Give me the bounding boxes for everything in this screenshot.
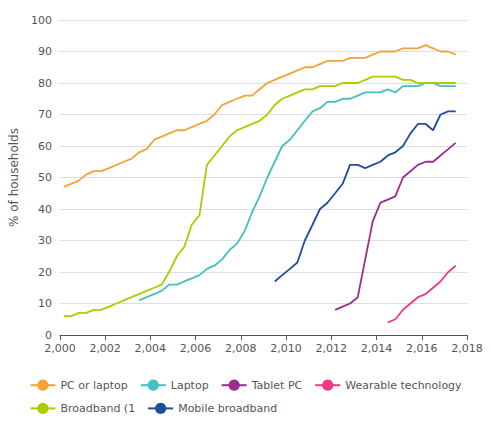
- svg-text:100: 100: [31, 14, 52, 27]
- svg-text:30: 30: [38, 234, 52, 247]
- svg-text:Tablet PC: Tablet PC: [251, 379, 303, 392]
- svg-text:90: 90: [38, 45, 52, 58]
- svg-text:PC or laptop: PC or laptop: [60, 379, 127, 392]
- svg-text:10: 10: [38, 297, 52, 310]
- svg-text:60: 60: [38, 140, 52, 153]
- svg-text:Laptop: Laptop: [171, 379, 209, 392]
- svg-text:80: 80: [38, 77, 52, 90]
- svg-text:50: 50: [38, 171, 52, 184]
- svg-text:2,000: 2,000: [44, 342, 76, 355]
- svg-text:20: 20: [38, 266, 52, 279]
- svg-text:2,008: 2,008: [225, 342, 257, 355]
- svg-text:% of households: % of households: [7, 128, 21, 227]
- svg-text:2,010: 2,010: [270, 342, 302, 355]
- svg-text:2,016: 2,016: [406, 342, 438, 355]
- svg-text:40: 40: [38, 203, 52, 216]
- svg-text:70: 70: [38, 108, 52, 121]
- svg-text:2,018: 2,018: [451, 342, 483, 355]
- svg-text:2,012: 2,012: [316, 342, 348, 355]
- svg-text:2,014: 2,014: [361, 342, 393, 355]
- svg-text:Wearable technology: Wearable technology: [345, 379, 462, 392]
- svg-text:Broadband (1: Broadband (1: [60, 402, 135, 415]
- svg-text:2,006: 2,006: [180, 342, 212, 355]
- svg-text:0: 0: [45, 329, 52, 342]
- svg-text:2,002: 2,002: [89, 342, 121, 355]
- svg-text:2,004: 2,004: [135, 342, 167, 355]
- svg-text:Mobile broadband: Mobile broadband: [178, 402, 277, 415]
